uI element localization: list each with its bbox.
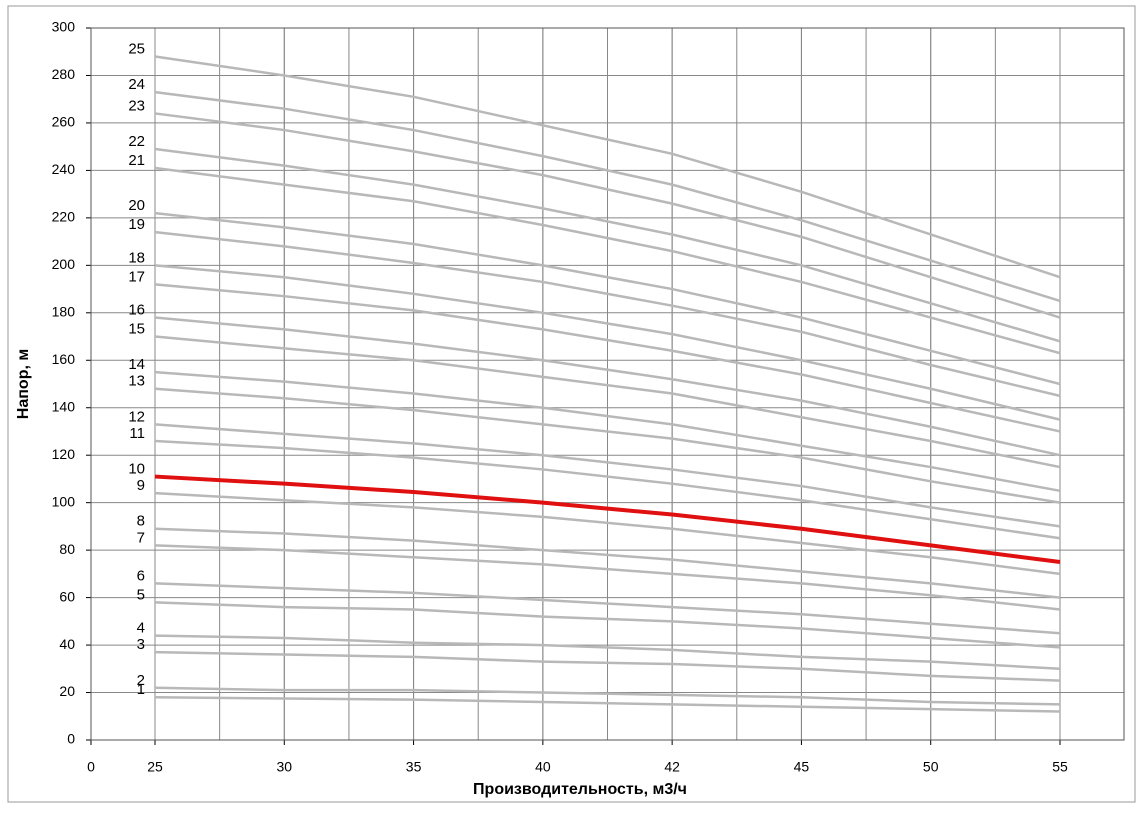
x-tick-label: 40: [535, 759, 551, 775]
series-label: 11: [129, 425, 145, 442]
y-tick-label: 260: [52, 114, 76, 130]
series-line: [154, 316, 1061, 457]
series-line: [154, 166, 1061, 355]
y-tick-label: 120: [52, 446, 76, 462]
series-label: 24: [128, 76, 145, 93]
series-line: [154, 474, 1061, 564]
series-label: 19: [128, 216, 145, 233]
x-tick-label: 35: [406, 759, 422, 775]
x-tick-label: 0: [87, 759, 95, 775]
chart-frame: [7, 5, 1136, 803]
x-axis-title: Производительность, м3/ч: [473, 781, 687, 798]
series-label: 7: [137, 529, 145, 546]
y-tick-label: 200: [52, 256, 76, 272]
series-line: [154, 634, 1061, 671]
y-tick-label: 300: [52, 19, 76, 35]
series-label: 2: [137, 672, 145, 689]
series-label: 3: [137, 636, 145, 653]
series-label: 17: [128, 268, 145, 285]
x-tick-label: 30: [276, 759, 292, 775]
y-tick-label: 160: [52, 351, 76, 367]
series-line: [154, 211, 1061, 386]
x-tick-label: 45: [794, 759, 810, 775]
series-line: [154, 439, 1061, 540]
series-line: [154, 650, 1061, 682]
series-label: 18: [128, 249, 145, 266]
y-tick-label: 80: [59, 541, 75, 557]
series-label: 20: [128, 197, 145, 214]
series-label: 25: [128, 40, 145, 57]
y-tick-label: 0: [67, 731, 75, 747]
series-line: [154, 335, 1061, 469]
series-line: [154, 544, 1061, 611]
series-line: [154, 686, 1061, 706]
y-tick-label: 20: [59, 683, 75, 699]
series-line: [154, 264, 1061, 421]
y-tick-label: 180: [52, 304, 76, 320]
series-line: [154, 230, 1061, 398]
y-tick-label: 140: [52, 398, 76, 414]
series-label: 23: [128, 97, 145, 114]
series-line: [154, 696, 1061, 713]
series-label: 16: [128, 302, 145, 319]
series-line: [154, 283, 1061, 433]
series-label: 21: [128, 152, 145, 169]
y-tick-label: 60: [59, 588, 75, 604]
series-line: [154, 147, 1061, 343]
series-label: 22: [128, 133, 145, 150]
series-line: [154, 387, 1061, 504]
series-label: 15: [128, 321, 145, 338]
x-tick-label: 42: [664, 759, 680, 775]
series-label: 13: [128, 373, 145, 390]
series-line: [154, 582, 1061, 635]
series-line: [154, 112, 1061, 319]
y-tick-label: 40: [59, 636, 75, 652]
y-tick-label: 100: [52, 493, 76, 509]
series-line: [154, 527, 1061, 599]
series-line: [154, 423, 1061, 528]
plot-frame: [90, 27, 1125, 741]
series-label: 10: [128, 461, 145, 478]
x-tick-label: 25: [147, 759, 163, 775]
y-tick-label: 240: [52, 161, 76, 177]
series-line: [154, 55, 1061, 279]
series-label: 4: [137, 620, 145, 637]
series-label: 14: [128, 356, 145, 373]
series-line: [154, 601, 1061, 649]
series-label: 5: [137, 586, 145, 603]
y-tick-label: 280: [52, 66, 76, 82]
series-line: [154, 370, 1061, 493]
series-label: 6: [137, 567, 145, 584]
series-line: [154, 90, 1061, 303]
series-label: 12: [128, 408, 145, 425]
series-line: [154, 491, 1061, 576]
y-axis-title: Напор, м: [15, 349, 32, 419]
x-tick-label: 50: [923, 759, 939, 775]
x-tick-label: 55: [1052, 759, 1068, 775]
y-tick-label: 220: [52, 209, 76, 225]
series-label: 9: [137, 477, 145, 494]
series-label: 1: [137, 681, 145, 698]
series-label: 8: [137, 513, 145, 530]
